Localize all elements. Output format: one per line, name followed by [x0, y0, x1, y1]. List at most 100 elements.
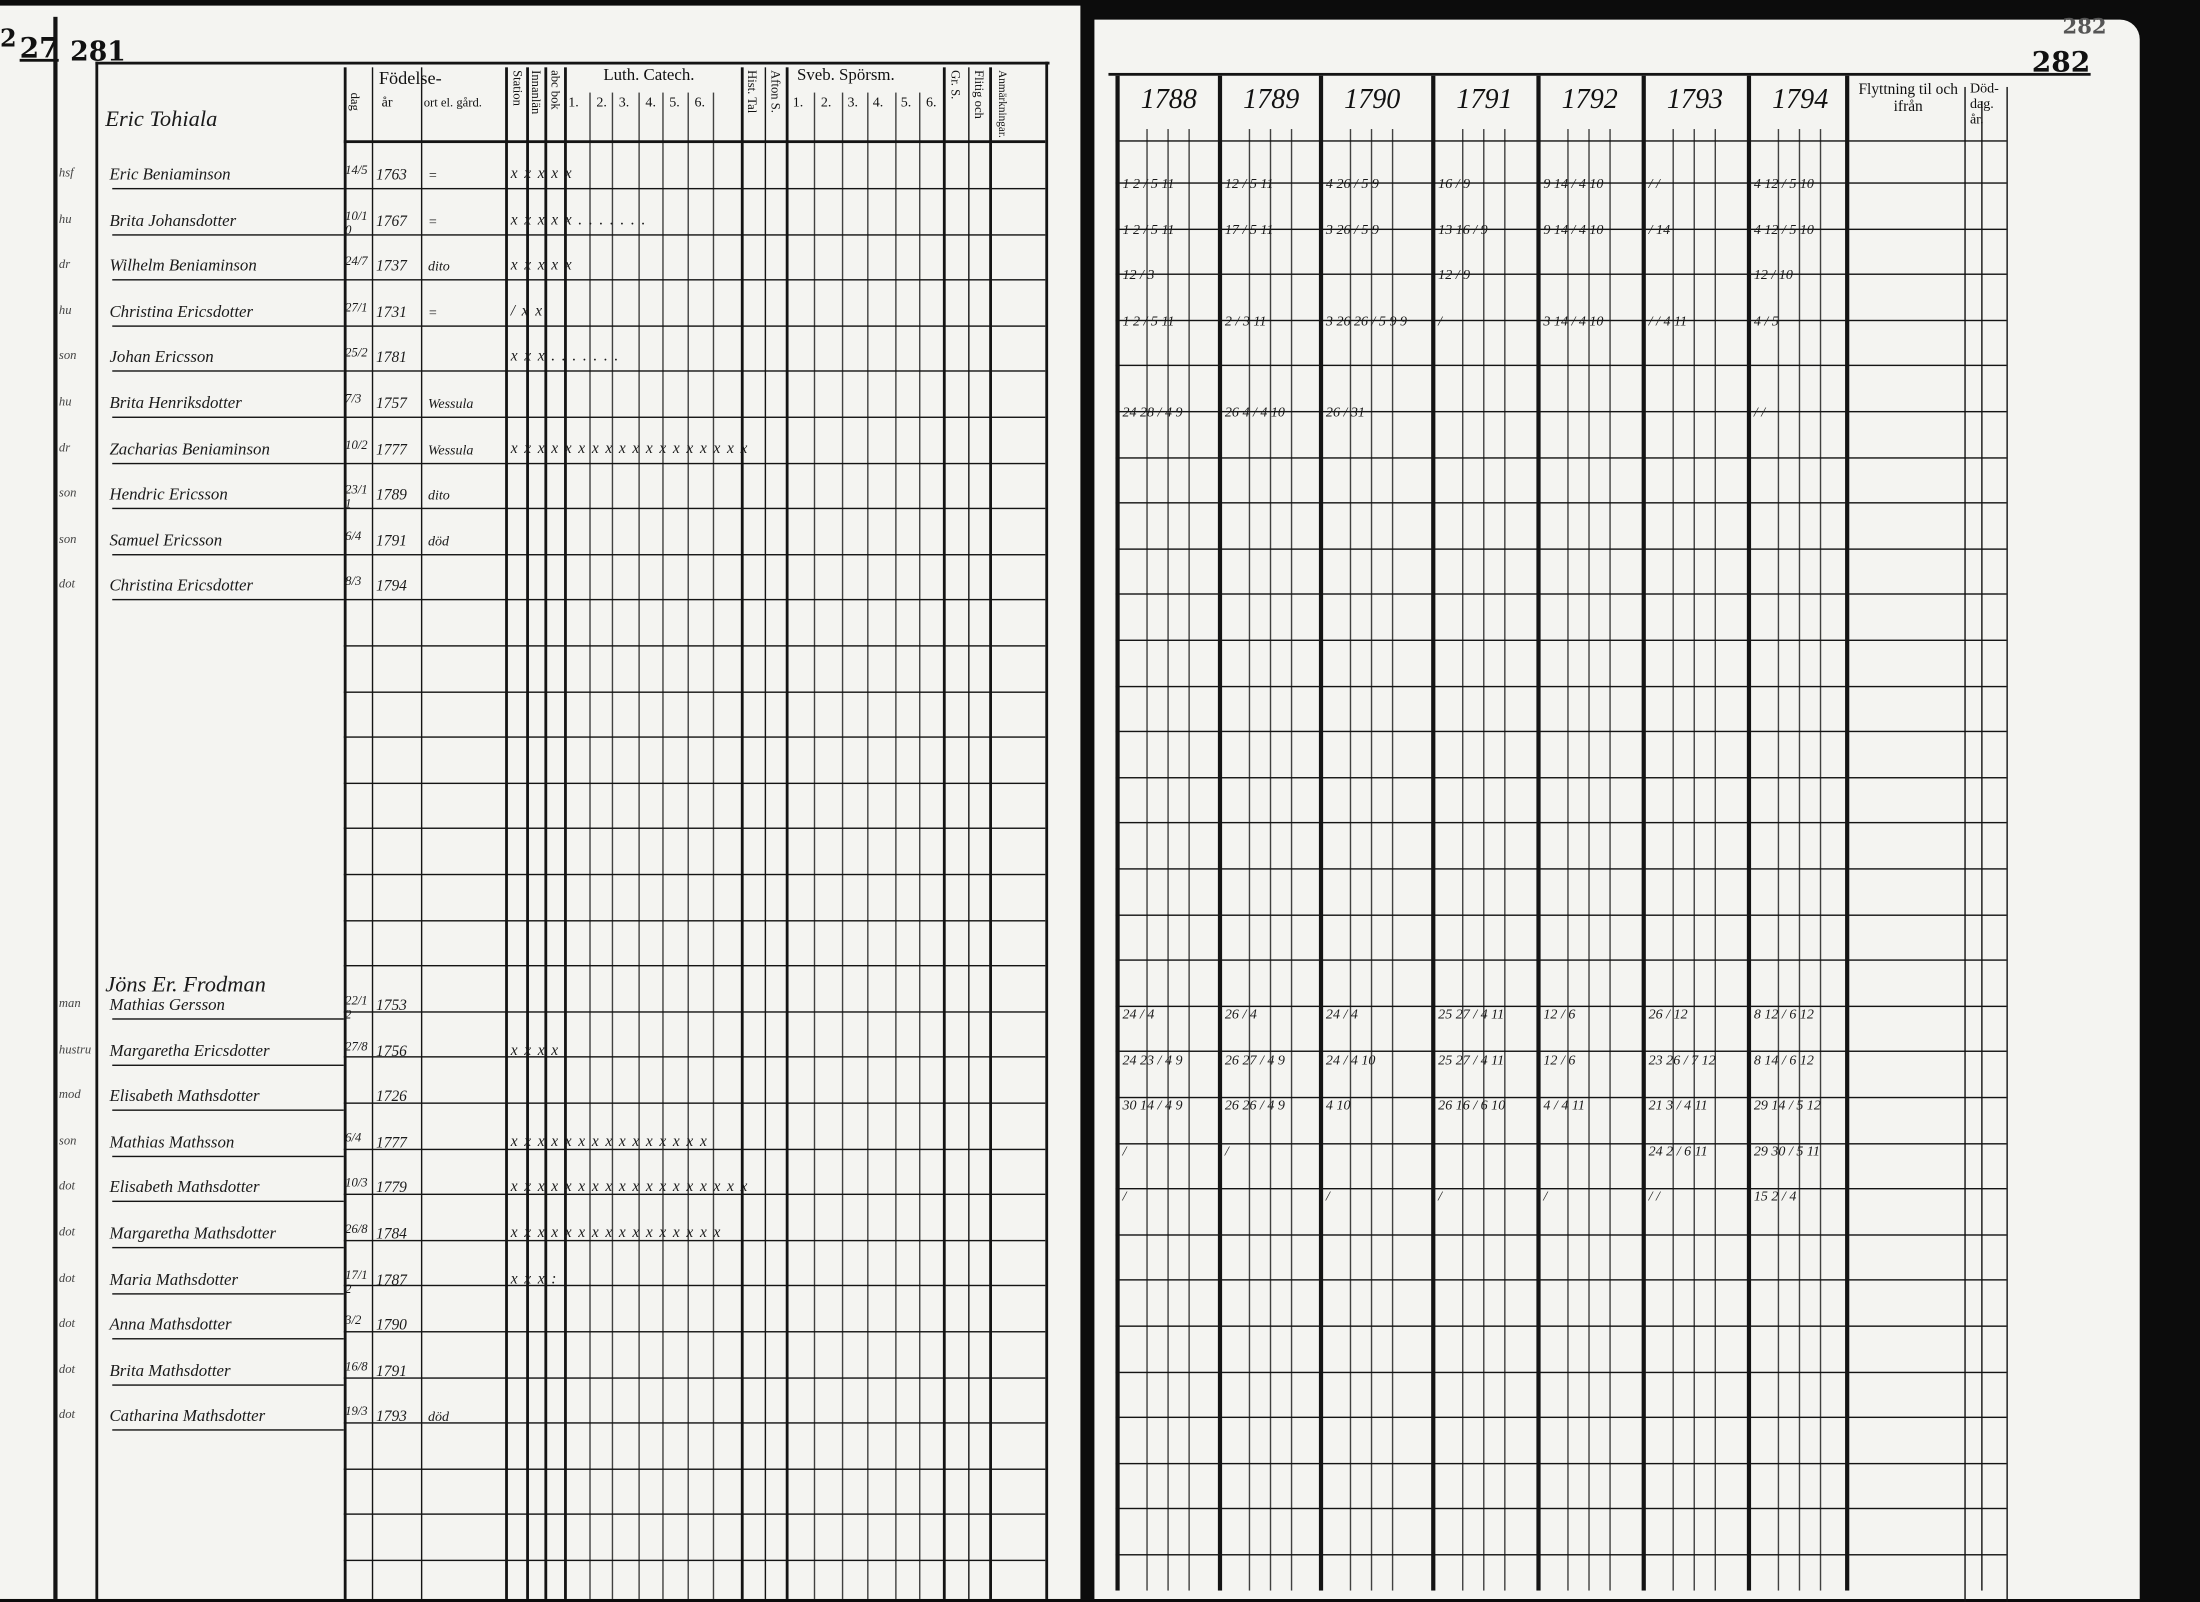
sub-column-line	[867, 92, 869, 1599]
year-entry: / 14	[1648, 222, 1671, 238]
birth-day-month: 27/8	[345, 1038, 368, 1053]
header-anm: Anmärkningar.	[996, 70, 1009, 138]
row-line	[343, 1513, 1046, 1516]
header-luth-part: 2.	[596, 95, 607, 111]
birth-day-month: 16/8	[345, 1358, 368, 1373]
column-line	[1845, 75, 1850, 1591]
year-entry: / /	[1648, 176, 1660, 193]
name-underline	[112, 1384, 344, 1386]
row-line	[1115, 1508, 2007, 1510]
column-line	[1217, 75, 1223, 1591]
member-name: Brita Johansdotter	[109, 209, 237, 230]
birth-place: =	[427, 214, 438, 230]
column-line	[420, 67, 423, 1599]
year-entry: 4 12 / 5 10	[1753, 176, 1814, 193]
year-entry: 15 2 / 4	[1753, 1189, 1797, 1206]
row-line	[1115, 502, 2007, 504]
member-name: Christina Ericsdotter	[109, 301, 254, 321]
row-line	[343, 599, 1046, 601]
sub-column-line	[611, 92, 614, 1599]
header-station: Station	[510, 70, 525, 106]
column-line	[371, 67, 374, 1599]
relation-label: dot	[58, 1178, 76, 1193]
year-entry: 8 14 / 6 12	[1753, 1052, 1814, 1069]
exam-marks: x x x x x x x x x x x x x x x x x x	[510, 439, 749, 457]
header-sveb-part: 3.	[847, 95, 858, 111]
row-line	[343, 1010, 1046, 1013]
row-line	[1115, 731, 2007, 733]
row-line	[343, 919, 1046, 921]
header-sveb-part: 5.	[900, 95, 912, 111]
sub-column-line	[895, 92, 897, 1599]
page-number: 282	[2031, 44, 2091, 79]
birth-year: 1731	[376, 304, 407, 321]
row-line	[1115, 1096, 2007, 1099]
row-line	[343, 645, 1046, 647]
row-line	[1115, 228, 2007, 230]
row-line	[1115, 182, 2007, 184]
member-name: Johan Ericsson	[109, 346, 214, 367]
row-line	[343, 187, 1046, 190]
birth-day-month: 6/4	[345, 528, 362, 543]
row-line	[1115, 1051, 2007, 1053]
row-line	[1115, 1279, 2007, 1282]
row-line	[343, 370, 1046, 373]
year-entry: 1 2 / 5 11	[1122, 176, 1175, 193]
row-line	[1115, 685, 2007, 687]
birth-year: 1791	[376, 532, 407, 550]
column-line	[989, 67, 992, 1599]
member-name: Zacharias Beniaminson	[109, 438, 270, 459]
name-underline	[112, 462, 344, 464]
year-entry: /	[1122, 1189, 1127, 1206]
sub-column-line	[919, 92, 921, 1599]
birth-year: 1781	[376, 349, 407, 367]
name-underline	[112, 1338, 344, 1340]
member-name: Margaretha Mathsdotter	[109, 1223, 277, 1243]
year-header: 1790	[1344, 84, 1401, 116]
birth-day-month: 10/2	[345, 437, 368, 452]
sub-column-line	[1462, 129, 1464, 1591]
row-line	[343, 965, 1046, 967]
right-page: 282 282 1788 1789 1790 1791 1792 1793 1794 Flyt…	[1094, 14, 2140, 1602]
exam-marks: x x x x x	[510, 165, 574, 183]
name-underline	[112, 1064, 344, 1066]
year-entry: 1 2 / 5 11	[1122, 222, 1175, 238]
faint-page-number: 282	[2062, 14, 2107, 40]
sub-column-line	[1777, 129, 1780, 1591]
sub-column-line	[1248, 129, 1251, 1591]
name-underline	[112, 508, 344, 510]
exam-marks: x x x x x	[510, 256, 574, 274]
household-title: Jöns Er. Frodman	[105, 973, 266, 998]
exam-marks: x x x x x x x x x x x x x x x	[510, 1133, 709, 1150]
row-line	[343, 416, 1046, 418]
row-line	[343, 233, 1046, 236]
exam-marks: x x x :	[510, 1270, 558, 1288]
header-afton: Afton S.	[768, 70, 783, 113]
year-entry: /	[1224, 1144, 1229, 1160]
column-line	[1641, 75, 1646, 1591]
birth-year: 1794	[376, 578, 407, 596]
sub-column-line	[1146, 129, 1148, 1591]
sub-column-line	[1188, 129, 1190, 1591]
column-line	[1746, 75, 1752, 1591]
header-year: år	[381, 95, 393, 111]
relation-label: son	[58, 348, 77, 363]
member-name: Hendric Ericsson	[109, 484, 228, 504]
relation-label: son	[58, 485, 77, 500]
relation-label: dot	[58, 1270, 76, 1285]
birth-place: =	[427, 168, 438, 184]
name-underline	[112, 1155, 344, 1157]
sub-column-line	[1672, 129, 1674, 1591]
top-rule	[1108, 72, 2091, 76]
birth-year: 1737	[376, 258, 407, 276]
row-line	[343, 782, 1046, 784]
relation-label: dot	[58, 1361, 76, 1376]
year-entry: /	[1438, 1189, 1443, 1206]
row-line	[343, 1376, 1046, 1379]
birth-day-month: 3/2	[345, 1313, 362, 1328]
row-line	[1115, 776, 2007, 779]
year-entry: 16 / 9	[1438, 176, 1471, 193]
row-line	[343, 736, 1046, 739]
sub-column-line	[1349, 129, 1352, 1591]
